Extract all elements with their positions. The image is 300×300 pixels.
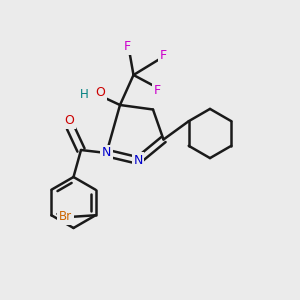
- Text: Br: Br: [59, 210, 72, 223]
- Text: F: F: [160, 49, 167, 62]
- Text: O: O: [96, 86, 105, 100]
- Text: F: F: [154, 83, 161, 97]
- Text: F: F: [124, 40, 131, 53]
- Text: O: O: [64, 114, 74, 128]
- Text: H: H: [80, 88, 88, 101]
- Text: N: N: [133, 154, 143, 167]
- Text: N: N: [102, 146, 111, 160]
